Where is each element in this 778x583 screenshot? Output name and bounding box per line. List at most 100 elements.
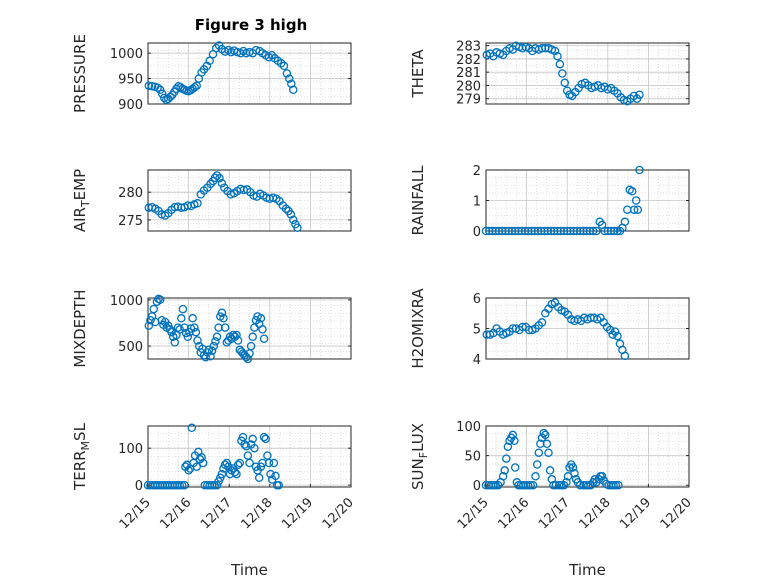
data-point [183, 332, 193, 342]
data-point [491, 226, 500, 236]
data-point [620, 351, 630, 361]
data-point [536, 226, 546, 236]
data-point [627, 187, 637, 196]
data-point [217, 179, 227, 188]
data-point [258, 325, 267, 334]
data-point [259, 334, 269, 343]
data-point [600, 226, 609, 236]
subplot-1: 900 950 1000 PRESSURE [71, 34, 352, 113]
data-point [559, 226, 569, 236]
x-axis-label: Time [568, 561, 606, 579]
data-point [153, 83, 162, 92]
y-tick-label: 280 [456, 79, 481, 94]
data-point [274, 480, 283, 490]
scatter-series [481, 165, 644, 236]
data-point [553, 226, 562, 236]
data-point [178, 304, 188, 314]
data-point [229, 330, 238, 340]
data-point [187, 423, 197, 433]
data-point [585, 226, 595, 236]
major-grid [148, 426, 351, 487]
data-point [484, 226, 494, 236]
data-point [537, 44, 547, 53]
data-point [501, 226, 510, 236]
data-point [609, 480, 618, 490]
data-point [523, 226, 533, 236]
data-point [240, 440, 249, 449]
data-point [510, 463, 520, 472]
y-tick-label: 0 [135, 479, 143, 494]
data-point [547, 475, 557, 484]
data-point [629, 205, 639, 214]
data-point [281, 204, 291, 214]
data-point [220, 323, 230, 332]
data-point [510, 226, 520, 236]
data-point [193, 336, 202, 345]
y-tick-label: 4 [473, 353, 481, 368]
axes-box [147, 42, 352, 105]
y-tick-label: 282 [456, 53, 481, 68]
y-axis-label: THETA [409, 49, 427, 99]
data-point [531, 472, 540, 481]
data-point [533, 226, 543, 236]
data-point [635, 165, 644, 175]
subplot-5: 500 1000 MIXDEPTH [71, 289, 352, 368]
data-point [494, 226, 504, 236]
subplot-3: 275 280 AIRTEMP [71, 169, 352, 232]
y-tick-label: 6 [473, 292, 481, 307]
data-point [212, 332, 222, 342]
y-axis-label: SUNFLUX [409, 423, 430, 490]
scatter-series [144, 294, 269, 364]
data-point [172, 84, 181, 94]
data-point [190, 82, 199, 92]
data-point [180, 480, 189, 490]
data-point [514, 226, 523, 236]
data-point [250, 443, 259, 453]
data-point [193, 199, 202, 208]
data-point [245, 458, 254, 468]
y-tick-label: 1000 [110, 47, 143, 62]
data-point [558, 69, 567, 78]
data-point [550, 46, 560, 56]
data-point [271, 471, 280, 481]
data-point [248, 434, 257, 444]
data-point [149, 304, 158, 314]
scatter-series [144, 41, 298, 105]
data-point [175, 325, 184, 334]
scatter-series [143, 423, 283, 490]
data-point [242, 442, 251, 451]
data-point [555, 59, 565, 69]
data-point [191, 327, 201, 337]
data-point [582, 226, 591, 236]
data-point [235, 458, 245, 468]
data-point [579, 226, 588, 236]
data-point [205, 56, 214, 66]
data-point [631, 196, 641, 205]
data-point [170, 202, 180, 212]
data-point [217, 469, 227, 479]
data-point [504, 226, 513, 236]
data-point [569, 226, 578, 236]
data-point [502, 454, 511, 463]
data-point [500, 466, 509, 475]
minor-grid [148, 426, 351, 487]
data-point [528, 480, 538, 490]
data-point [498, 472, 508, 481]
data-point [266, 469, 275, 479]
data-point [248, 332, 257, 342]
data-point [610, 327, 620, 336]
data-point [530, 226, 539, 236]
data-point [177, 314, 186, 323]
y-axis-label: RAINFALL [409, 165, 427, 236]
data-point [215, 174, 224, 183]
axes-box [485, 42, 690, 105]
y-tick-label: 1000 [110, 294, 143, 309]
y-tick-label: 500 [118, 340, 143, 355]
axes-box [147, 425, 352, 488]
data-point [285, 74, 294, 83]
data-point [173, 323, 183, 332]
subplot-4: 0 1 2 RAINFALL [409, 164, 690, 240]
data-point [155, 295, 165, 305]
data-point [575, 480, 585, 490]
